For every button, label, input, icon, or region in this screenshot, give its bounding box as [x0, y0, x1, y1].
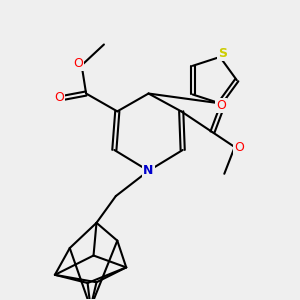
Text: O: O: [54, 92, 64, 104]
Text: N: N: [143, 164, 154, 177]
Text: S: S: [218, 47, 227, 60]
Text: O: O: [73, 57, 83, 70]
Text: O: O: [216, 99, 226, 112]
Text: O: O: [234, 140, 244, 154]
